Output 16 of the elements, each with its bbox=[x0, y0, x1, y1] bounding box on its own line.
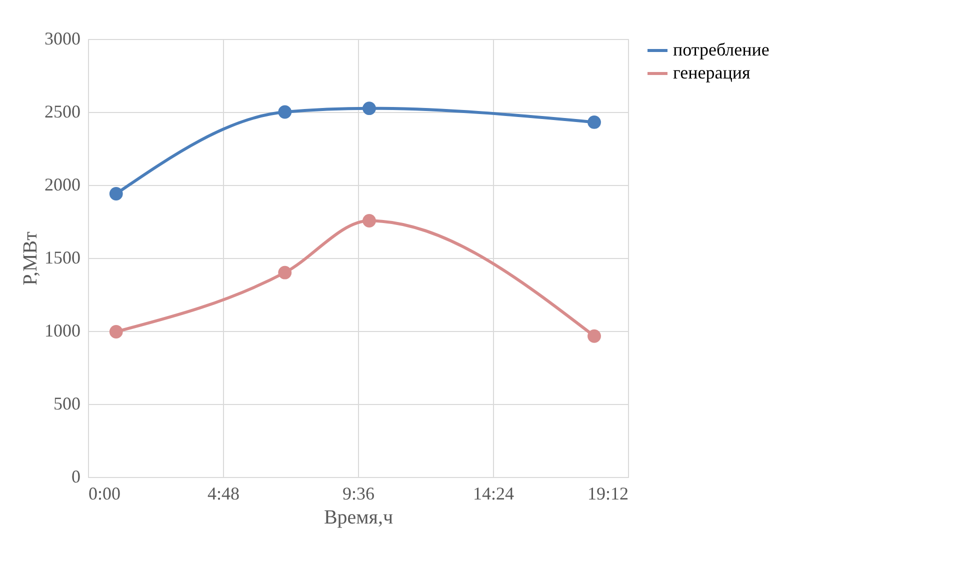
y-tick-label: 1500 bbox=[44, 248, 80, 268]
y-tick-label: 2500 bbox=[44, 102, 80, 122]
y-tick-label: 500 bbox=[54, 394, 80, 414]
legend-label: генерация bbox=[673, 62, 750, 82]
x-tick-label: 19:12 bbox=[587, 484, 628, 504]
y-axis-title: P,МВт bbox=[20, 231, 42, 286]
x-tick-label: 4:48 bbox=[207, 484, 240, 504]
y-tick-label: 3000 bbox=[44, 28, 80, 48]
x-axis-title: Время,ч bbox=[324, 506, 394, 528]
x-tick-label: 14:24 bbox=[472, 484, 514, 504]
legend-label: потребление bbox=[673, 40, 770, 60]
y-tick-label: 1000 bbox=[44, 320, 80, 340]
x-tick-label: 9:36 bbox=[342, 484, 375, 504]
y-tick-label: 0 bbox=[72, 466, 80, 486]
y-tick-label: 2000 bbox=[44, 174, 80, 194]
x-tick-label: 0:00 bbox=[88, 484, 121, 504]
